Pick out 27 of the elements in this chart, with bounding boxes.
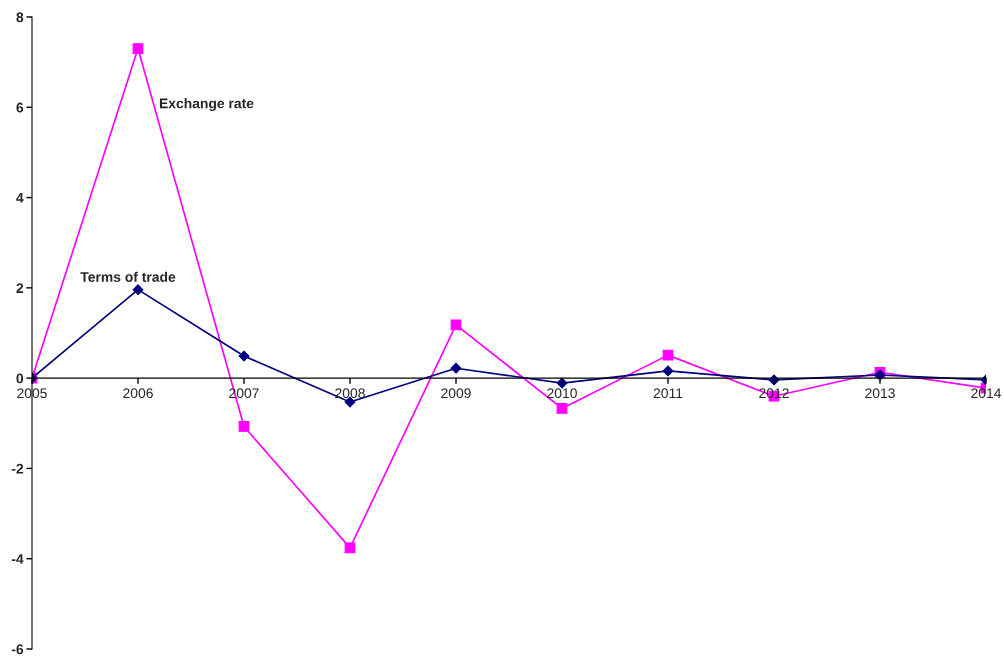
y-tick-label: 0: [16, 373, 24, 384]
x-tick-label: 2011: [653, 388, 683, 399]
y-tick-label: -6: [11, 644, 24, 655]
x-tick-label: 2008: [335, 388, 365, 399]
point: [132, 43, 144, 54]
y-tick-label: 8: [16, 12, 24, 23]
point: [450, 362, 462, 374]
x-tick-label: 2006: [123, 388, 153, 399]
point: [344, 542, 356, 554]
y-tick-label: -4: [11, 554, 24, 564]
y-tick-label: 6: [16, 102, 24, 113]
x-tick-label: 2009: [441, 388, 471, 399]
point: [132, 284, 144, 296]
x-tick-label: 2013: [865, 388, 895, 399]
point: [662, 365, 674, 377]
x-tick-label: 2014: [971, 388, 1002, 399]
series-label: Terms of trade: [80, 271, 176, 282]
y-tick-label: 2: [16, 283, 24, 293]
point: [662, 349, 674, 361]
y-tick-label: -2: [11, 463, 24, 474]
point: [450, 319, 462, 331]
y-tick-label: 4: [16, 193, 24, 203]
point: [238, 350, 250, 362]
series-label: Exchange rate: [159, 98, 254, 112]
point: [238, 421, 250, 432]
x-tick-label: 2010: [547, 388, 577, 399]
point: [556, 403, 568, 414]
